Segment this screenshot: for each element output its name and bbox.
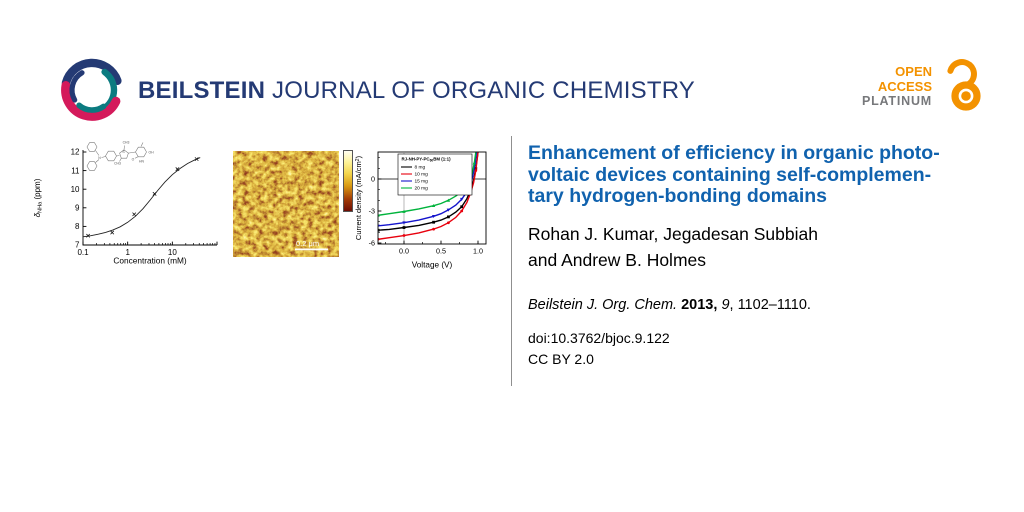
svg-text:0.0: 0.0 xyxy=(399,247,409,256)
open-access-line2: ACCESS xyxy=(877,78,932,94)
chemical-structure-inset: N S O HN OH CH3 CH3 xyxy=(86,141,154,171)
svg-text:-6: -6 xyxy=(369,239,375,248)
svg-text:CH3: CH3 xyxy=(114,162,121,166)
svg-text:20 mg: 20 mg xyxy=(415,186,429,192)
title-line-3: tary hydrogen-bonding domains xyxy=(528,185,828,207)
citation-pages: , 1102–1110. xyxy=(729,297,811,313)
svg-text:RJ-NH-PY-PC60BM (1:1): RJ-NH-PY-PC60BM (1:1) xyxy=(402,157,452,163)
afm-image: 0.2 μm xyxy=(233,151,339,257)
svg-text:15 mg: 15 mg xyxy=(415,179,429,185)
citation-volume: 9 xyxy=(721,297,730,313)
svg-text:δNHa (ppm): δNHa (ppm) xyxy=(33,178,44,217)
open-access-line1: OPEN xyxy=(895,63,932,79)
open-access-text: OPEN ACCESS PLATINUM xyxy=(856,64,932,109)
afm-scale-bar-label: 0.2 μm xyxy=(296,239,319,248)
svg-text:8 mg: 8 mg xyxy=(415,165,426,171)
svg-text:10: 10 xyxy=(71,185,80,194)
svg-text:10 mg: 10 mg xyxy=(415,172,429,178)
svg-text:12: 12 xyxy=(71,148,80,157)
svg-text:Voltage (V): Voltage (V) xyxy=(412,261,453,270)
beilstein-logo-swirl-icon xyxy=(61,58,122,121)
brand-journal-name: JOURNAL OF ORGANIC CHEMISTRY xyxy=(265,77,695,104)
svg-text:OH: OH xyxy=(148,151,154,155)
svg-text:CH3: CH3 xyxy=(123,141,130,145)
authors-line-2: and Andrew B. Holmes xyxy=(528,250,707,270)
svg-text:0.5: 0.5 xyxy=(436,247,446,256)
svg-text:-3: -3 xyxy=(369,207,375,216)
svg-text:7: 7 xyxy=(75,241,80,250)
article-authors: Rohan J. Kumar, Jegadesan Subbiah and An… xyxy=(528,221,996,273)
citation-journal: Beilstein J. Org. Chem. xyxy=(528,297,678,313)
svg-text:S: S xyxy=(122,150,125,154)
open-access-line3: PLATINUM xyxy=(861,93,932,108)
svg-text:Concentration (mM): Concentration (mM) xyxy=(113,256,187,266)
open-lock-icon xyxy=(947,59,981,111)
journal-brand-title: BEILSTEIN JOURNAL OF ORGANIC CHEMISTRY xyxy=(138,77,695,105)
jv-curves-chart: 0.0 0.5 1.00-3-6RJ-NH-PY-PC60BM (1:1)8 mg1… xyxy=(354,151,487,270)
title-line-2: voltaic devices containing self-compleme… xyxy=(528,163,932,186)
svg-text:1.0: 1.0 xyxy=(473,247,483,256)
svg-text:9: 9 xyxy=(75,204,80,213)
svg-text:8: 8 xyxy=(75,222,80,231)
svg-text:HN: HN xyxy=(139,160,144,164)
article-doi: doi:10.3762/bjoc.9.122 xyxy=(528,330,670,346)
article-citation: Beilstein J. Org. Chem. 2013, 9, 1102–11… xyxy=(528,297,811,313)
svg-text:Current density (mA/cm2): Current density (mA/cm2) xyxy=(354,155,363,240)
svg-text:O: O xyxy=(132,158,135,162)
authors-line-1: Rohan J. Kumar, Jegadesan Subbiah xyxy=(528,224,818,244)
svg-text:0.1: 0.1 xyxy=(77,248,89,257)
citation-year: 2013, xyxy=(681,297,718,313)
title-line-1: Enhancement of efficiency in organic pho… xyxy=(528,142,940,164)
open-access-badge: OPEN ACCESS PLATINUM xyxy=(856,58,985,114)
svg-text:0: 0 xyxy=(371,175,375,184)
afm-texture xyxy=(233,151,339,257)
svg-text:1: 1 xyxy=(125,248,130,257)
svg-text:10: 10 xyxy=(168,248,177,257)
svg-text:11: 11 xyxy=(71,166,80,175)
brand-beilstein: BEILSTEIN xyxy=(138,77,266,104)
afm-height-colorbar xyxy=(343,150,353,212)
afm-scale-bar xyxy=(295,248,328,251)
svg-text:N: N xyxy=(98,156,101,160)
article-title: Enhancement of efficiency in organic pho… xyxy=(528,142,996,208)
vertical-divider xyxy=(511,136,512,386)
article-license: CC BY 2.0 xyxy=(528,351,594,367)
